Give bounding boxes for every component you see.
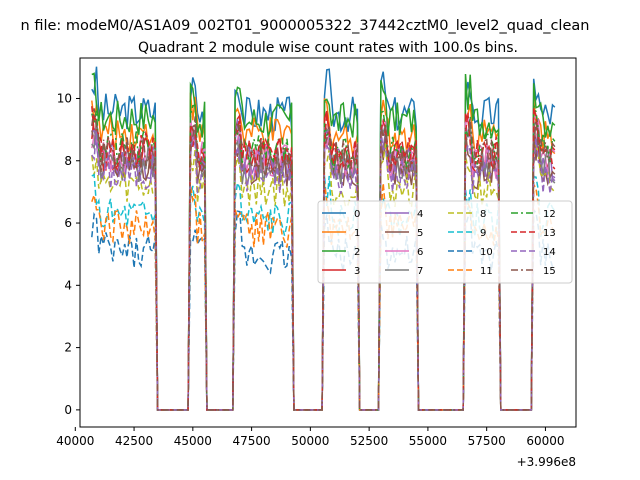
legend-label: 15	[543, 266, 556, 277]
x-tick-label: 52500	[350, 434, 388, 448]
x-axis: 40000 42500 45000 47500 50000 52500 55000 57500…	[56, 427, 565, 448]
legend-label: 11	[480, 266, 493, 277]
series-line-13	[91, 106, 556, 411]
legend-label: 7	[417, 266, 423, 277]
x-tick-label: 55000	[409, 434, 447, 448]
legend-label: 4	[417, 209, 423, 220]
legend-label: 5	[417, 228, 423, 239]
x-tick-label: 60000	[526, 434, 564, 448]
x-tick-label: 50000	[291, 434, 329, 448]
legend-label: 9	[480, 228, 486, 239]
x-tick-label: 40000	[56, 434, 94, 448]
x-tick-label: 57500	[468, 434, 506, 448]
legend-label: 13	[543, 228, 556, 239]
legend-label: 0	[354, 209, 360, 220]
legend-label: 12	[543, 209, 556, 220]
y-tick-label: 4	[64, 278, 72, 292]
series-line-12	[91, 104, 556, 411]
y-tick-label: 6	[64, 216, 72, 230]
chart-title: Quadrant 2 module wise count rates with …	[138, 40, 518, 56]
legend-label: 10	[480, 247, 493, 258]
figure-suptitle: n file: modeM0/AS1A09_002T01_9000005322_…	[21, 18, 590, 34]
series-line-15	[91, 108, 556, 411]
legend-frame	[317, 200, 573, 284]
y-tick-label: 2	[64, 341, 72, 355]
y-tick-label: 0	[64, 403, 72, 417]
x-tick-label: 47500	[233, 434, 271, 448]
y-tick-label: 10	[57, 91, 72, 105]
axes-frame	[79, 57, 577, 428]
legend-label: 14	[543, 247, 556, 258]
x-offset-label: +3.996e8	[517, 455, 576, 469]
x-tick-label: 42500	[115, 434, 153, 448]
y-axis: 0 2 4 6 8 10	[57, 91, 80, 417]
legend-label: 6	[417, 247, 423, 258]
series-line-8	[91, 143, 556, 411]
legend-label: 8	[480, 209, 486, 220]
legend-label: 1	[354, 228, 360, 239]
legend-label: 3	[354, 266, 360, 277]
x-tick-label: 45000	[174, 434, 212, 448]
legend-label: 2	[354, 247, 360, 258]
y-tick-label: 8	[64, 154, 72, 168]
